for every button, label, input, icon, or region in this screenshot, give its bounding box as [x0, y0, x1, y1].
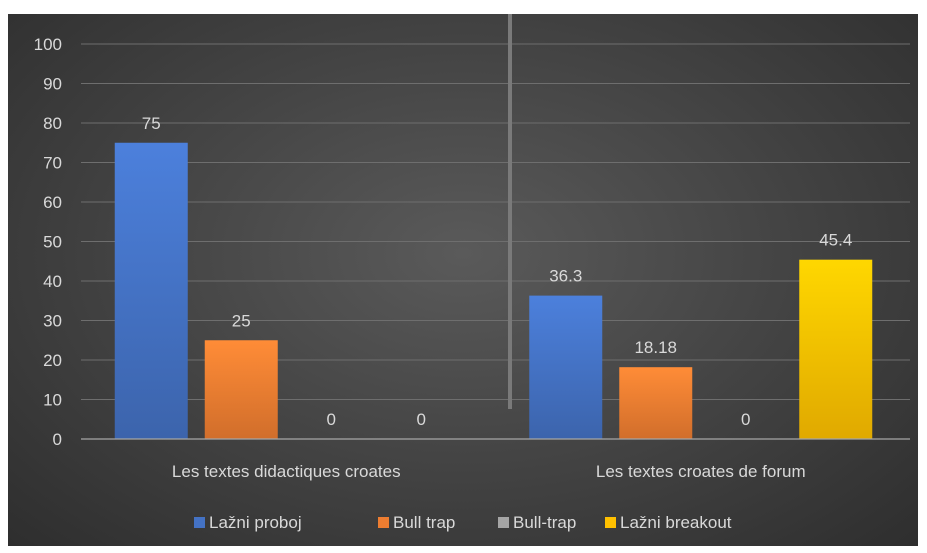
y-tick-label: 80 [43, 114, 62, 133]
bar [529, 295, 603, 439]
bar [114, 142, 188, 439]
legend-item: Bull-trap [498, 513, 576, 532]
x-axis [81, 14, 910, 440]
legend-label: Lažni proboj [209, 513, 302, 532]
legend-swatch [194, 517, 205, 528]
category-label: Les textes croates de forum [596, 462, 806, 481]
legend-label: Bull trap [393, 513, 455, 532]
data-label: 18.18 [634, 338, 677, 357]
data-label: 45.4 [819, 231, 852, 250]
data-label: 0 [741, 410, 750, 429]
y-tick-label: 30 [43, 312, 62, 331]
y-tick-label: 20 [43, 351, 62, 370]
legend-swatch [605, 517, 616, 528]
category-label: Les textes didactiques croates [172, 462, 401, 481]
legend-label: Bull-trap [513, 513, 576, 532]
bar [204, 340, 278, 439]
data-label: 25 [232, 311, 251, 330]
y-axis-ticks: 0 10 20 30 40 50 60 70 80 90 100 [34, 35, 62, 449]
data-labels: 75 25 0 0 36.3 18.18 0 45.4 [142, 114, 853, 429]
y-tick-label: 10 [43, 391, 62, 410]
data-label: 75 [142, 114, 161, 133]
data-label: 36.3 [549, 267, 582, 286]
legend-item: Bull trap [378, 513, 455, 532]
data-label: 0 [327, 410, 336, 429]
y-tick-label: 60 [43, 193, 62, 212]
legend-label: Lažni breakout [620, 513, 732, 532]
y-tick-label: 100 [34, 35, 62, 54]
y-tick-label: 50 [43, 233, 62, 252]
y-tick-label: 40 [43, 272, 62, 291]
category-labels: Les textes didactiques croates Les textes… [172, 462, 806, 481]
legend-item: Lažni breakout [605, 513, 732, 532]
bar [799, 259, 873, 439]
bar [619, 367, 693, 439]
bars [114, 142, 873, 439]
y-tick-label: 90 [43, 75, 62, 94]
y-tick-label: 70 [43, 154, 62, 173]
legend-swatch [378, 517, 389, 528]
data-label: 0 [417, 410, 426, 429]
chart-area: 0 10 20 30 40 50 60 70 80 90 100 75 25 0 0 36.3 18.18 0 4… [8, 14, 918, 546]
bar-chart: 0 10 20 30 40 50 60 70 80 90 100 75 25 0 0 36.3 18.18 0 4… [34, 14, 910, 532]
y-tick-label: 0 [53, 430, 62, 449]
legend: Lažni proboj Bull trap Bull-trap Lažni brea… [194, 513, 732, 532]
legend-swatch [498, 517, 509, 528]
legend-item: Lažni proboj [194, 513, 302, 532]
